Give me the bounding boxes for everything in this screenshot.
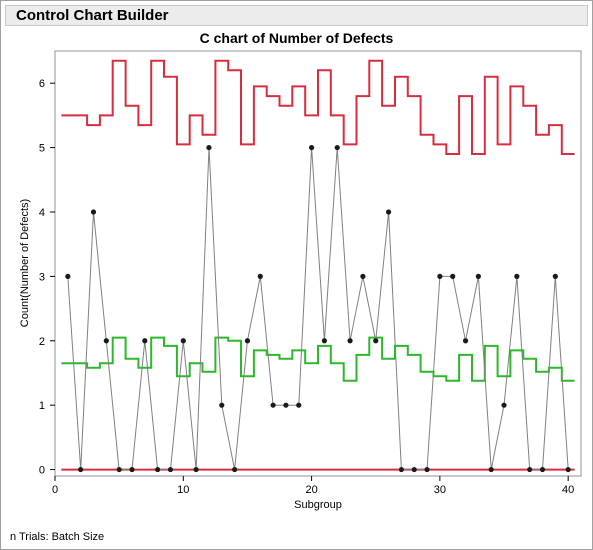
data-point[interactable]	[180, 338, 186, 344]
data-point[interactable]	[283, 402, 289, 408]
x-tick-label: 0	[52, 484, 58, 496]
y-tick-label: 1	[39, 400, 45, 412]
data-point[interactable]	[501, 402, 507, 408]
data-point[interactable]	[552, 273, 558, 279]
y-axis-label: Count(Number of Defects)	[19, 199, 31, 327]
data-point[interactable]	[360, 273, 366, 279]
data-point[interactable]	[155, 466, 161, 473]
data-point[interactable]	[488, 466, 494, 473]
data-point[interactable]	[142, 338, 148, 344]
data-point[interactable]	[257, 273, 263, 279]
data-point[interactable]	[373, 338, 379, 344]
x-axis-label: Subgroup	[294, 499, 342, 511]
y-tick-label: 5	[39, 143, 45, 155]
data-point[interactable]	[65, 273, 71, 279]
y-tick-label: 3	[39, 271, 45, 283]
data-point[interactable]	[385, 209, 392, 215]
title-bar[interactable]: Control Chart Builder	[5, 5, 588, 26]
x-tick-label: 40	[562, 484, 574, 496]
ucl-line	[61, 59, 575, 155]
data-point[interactable]	[206, 144, 212, 151]
defects-line	[67, 147, 569, 471]
data-point[interactable]	[90, 209, 97, 215]
data-point[interactable]	[193, 466, 199, 473]
data-point[interactable]	[347, 338, 353, 344]
data-point[interactable]	[244, 338, 251, 344]
data-point[interactable]	[219, 402, 225, 408]
center-line	[61, 336, 575, 382]
window-title: Control Chart Builder	[16, 7, 169, 24]
data-point[interactable]	[539, 466, 546, 473]
data-point[interactable]	[411, 466, 417, 473]
data-point[interactable]	[103, 338, 109, 344]
data-point[interactable]	[398, 466, 404, 473]
data-point[interactable]	[514, 273, 520, 279]
data-point[interactable]	[232, 466, 238, 473]
data-point[interactable]	[527, 466, 533, 473]
y-tick-label: 2	[39, 336, 45, 348]
data-point[interactable]	[437, 273, 443, 279]
data-point[interactable]	[334, 144, 340, 151]
data-point[interactable]	[565, 466, 571, 473]
data-point[interactable]	[296, 402, 302, 408]
data-point[interactable]	[167, 466, 174, 473]
data-point[interactable]	[450, 273, 456, 279]
y-tick-label: 4	[39, 207, 45, 219]
chart-title: C chart of Number of Defects	[199, 30, 394, 46]
y-tick-label: 0	[39, 465, 45, 477]
x-tick-label: 20	[305, 484, 317, 496]
data-point[interactable]	[475, 273, 481, 279]
n-trials-note: n Trials: Batch Size	[10, 531, 105, 543]
data-point[interactable]	[116, 466, 122, 473]
data-point[interactable]	[462, 338, 469, 344]
data-point[interactable]	[270, 402, 276, 408]
x-tick-label: 10	[177, 484, 189, 496]
y-tick-label: 6	[39, 78, 45, 90]
axis-ticks: 0 1 2 3 4 5 6 0 10 20 30 40	[39, 78, 574, 496]
data-point[interactable]	[78, 466, 84, 473]
data-point[interactable]	[321, 338, 328, 344]
data-series	[65, 144, 571, 473]
data-point[interactable]	[424, 466, 430, 473]
plot-frame	[54, 50, 582, 477]
data-point[interactable]	[129, 466, 135, 473]
data-point[interactable]	[308, 144, 315, 151]
x-tick-label: 30	[434, 484, 446, 496]
